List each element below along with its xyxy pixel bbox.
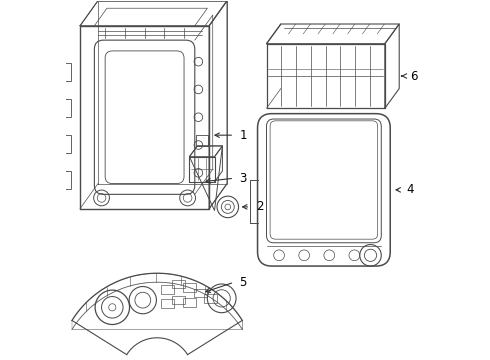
Text: 4: 4	[406, 183, 414, 196]
Text: 1: 1	[240, 129, 247, 142]
Bar	[204, 294, 218, 303]
Bar	[183, 298, 196, 307]
Bar	[161, 285, 174, 294]
Bar	[62, 135, 71, 153]
Bar	[62, 99, 71, 117]
Text: 3: 3	[240, 172, 247, 185]
Bar	[194, 289, 207, 297]
Text: 5: 5	[240, 276, 247, 289]
Text: 6: 6	[410, 69, 417, 82]
Bar	[172, 296, 185, 305]
Text: 2: 2	[256, 201, 263, 213]
Bar	[161, 300, 174, 308]
Bar	[183, 283, 196, 292]
Bar	[172, 280, 185, 288]
Bar	[62, 63, 71, 81]
Bar	[62, 171, 71, 189]
